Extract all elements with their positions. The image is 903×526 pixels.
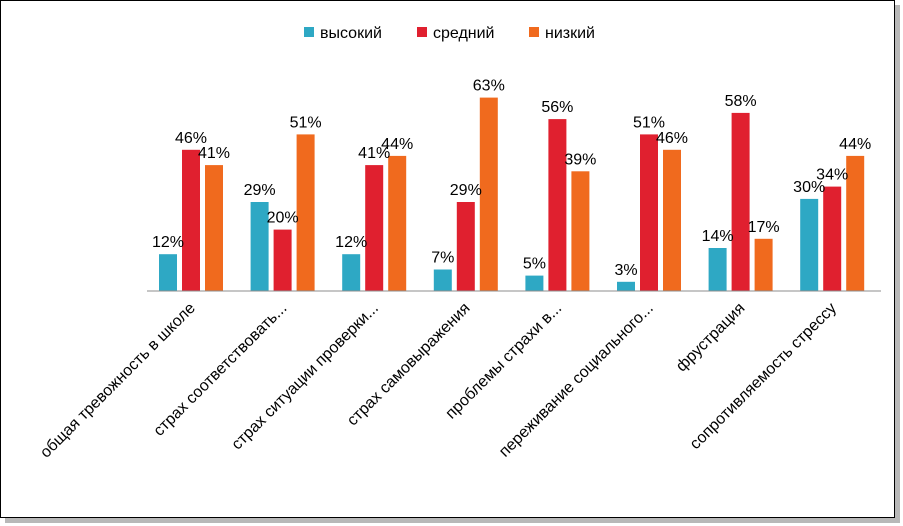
- bar-3-2: [479, 97, 498, 291]
- category-label-7: сопротивляемость стрессу: [687, 300, 840, 453]
- bar-7-2: [846, 155, 865, 291]
- data-label-0-0: 12%: [152, 234, 184, 251]
- bar-2-2: [388, 155, 407, 291]
- bar-5-1: [640, 134, 658, 291]
- data-label-0-2: 41%: [198, 145, 230, 162]
- legend-label-0: высокий: [320, 25, 382, 42]
- data-label-1-2: 51%: [290, 114, 322, 131]
- data-label-3-0: 7%: [431, 250, 454, 267]
- data-label-5-1: 51%: [633, 114, 665, 131]
- bar-4-0: [525, 275, 544, 291]
- legend-swatch-2: [529, 27, 539, 37]
- data-label-7-0: 30%: [793, 179, 825, 196]
- bar-5-0: [617, 281, 635, 291]
- value-labels-group: 12%46%41%29%20%51%12%41%44%7%29%63%5%56%…: [152, 78, 871, 279]
- bar-3-0: [433, 269, 452, 291]
- category-label-5: переживание социального...: [496, 300, 657, 461]
- data-label-3-1: 29%: [450, 182, 482, 199]
- bar-6-1: [731, 112, 750, 292]
- data-label-6-1: 58%: [725, 93, 757, 110]
- legend-swatch-0: [304, 27, 314, 37]
- bar-3-1: [456, 202, 475, 291]
- bar-5-2: [663, 149, 681, 291]
- data-label-4-1: 56%: [541, 99, 573, 116]
- data-label-7-1: 34%: [816, 167, 848, 184]
- bar-4-1: [548, 119, 567, 291]
- bar-2-1: [365, 165, 384, 291]
- chart-frame: высокий средний низкий 12% 46% 41% 29% 20% 51% 1…: [0, 0, 895, 518]
- category-label-0: общая тревожность в школе: [37, 300, 199, 462]
- legend-label-1: средний: [433, 25, 495, 42]
- data-label-2-1: 41%: [358, 145, 390, 162]
- legend-swatch-1: [417, 27, 427, 37]
- category-label-6: фрустрация: [673, 300, 748, 375]
- legend: высокий средний низкий: [304, 25, 595, 42]
- data-label-3-2: 63%: [473, 78, 505, 95]
- data-label-1-0: 29%: [244, 182, 276, 199]
- data-label-1-1: 20%: [267, 210, 299, 227]
- data-label-5-0: 3%: [614, 262, 637, 279]
- bar-chart: высокий средний низкий 12%46%41%29%20%51%1…: [37, 25, 881, 462]
- data-label-4-2: 39%: [564, 151, 596, 168]
- bar-1-1: [273, 229, 292, 291]
- bar-1-0: [250, 202, 269, 291]
- bar-0-1: [182, 149, 200, 291]
- bar-0-2: [205, 165, 223, 291]
- bars-group: [159, 97, 865, 292]
- bar-7-0: [800, 198, 819, 291]
- bar-6-0: [708, 248, 727, 291]
- data-label-6-0: 14%: [702, 228, 734, 245]
- data-label-2-2: 44%: [381, 136, 413, 153]
- data-label-6-2: 17%: [748, 219, 780, 236]
- data-label-7-2: 44%: [839, 136, 871, 153]
- legend-label-2: низкий: [545, 25, 595, 42]
- bar-7-1: [823, 186, 842, 291]
- data-label-2-0: 12%: [335, 234, 367, 251]
- data-label-5-2: 46%: [656, 130, 688, 147]
- bar-1-2: [296, 134, 315, 291]
- bar-2-0: [342, 254, 361, 291]
- category-label-2: страх ситуации проверки...: [229, 300, 382, 453]
- bar-4-2: [571, 171, 590, 291]
- bar-0-0: [159, 254, 177, 291]
- bar-6-2: [754, 238, 773, 291]
- data-label-4-0: 5%: [523, 256, 546, 273]
- data-label-0-1: 46%: [175, 130, 207, 147]
